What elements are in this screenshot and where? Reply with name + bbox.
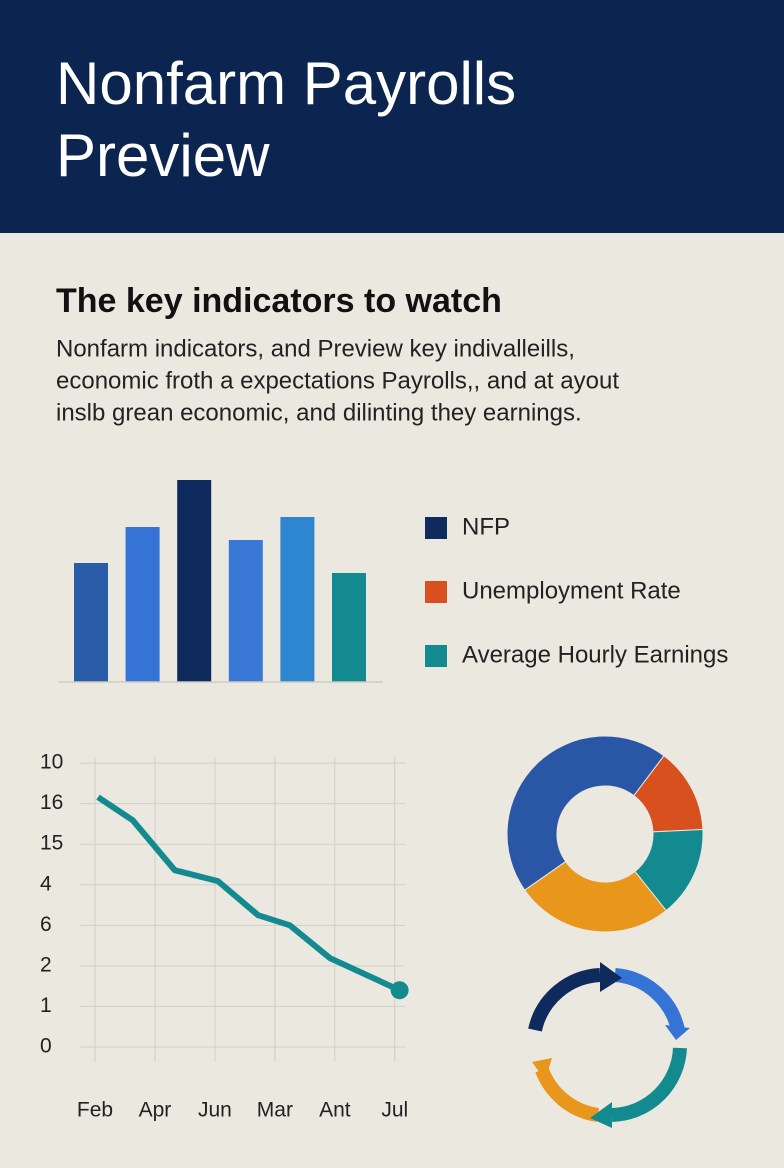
title-line: Preview (56, 122, 270, 189)
x-tick-label: Mar (257, 1099, 293, 1122)
bar (280, 517, 315, 682)
body-text: economic froth a expectations Payrolls,,… (56, 367, 619, 394)
body-text: inslb grean economic, and dilinting they… (56, 399, 582, 426)
end-point (390, 981, 409, 1000)
legend-label: Average Hourly Earnings (462, 641, 728, 668)
bar (332, 573, 366, 682)
bar (228, 540, 263, 682)
x-tick-label: Feb (77, 1099, 113, 1122)
header-band (0, 0, 784, 233)
section-heading: The key indicators to watch (56, 282, 502, 320)
donut-segment (524, 860, 667, 933)
line-series (96, 794, 401, 993)
legend-swatch (425, 517, 447, 539)
x-tick-label: Ant (319, 1099, 351, 1122)
y-tick-label: 1 (40, 994, 52, 1017)
legend-label: Unemployment Rate (462, 577, 681, 604)
cycle-icon (528, 962, 690, 1128)
bar (177, 480, 212, 682)
y-tick-label: 16 (40, 791, 63, 814)
x-tick-label: Jun (198, 1099, 232, 1122)
legend-swatch (425, 581, 447, 603)
bar (125, 527, 160, 682)
y-tick-label: 4 (40, 872, 52, 895)
legend-swatch (425, 645, 447, 667)
legend-label: NFP (462, 513, 510, 540)
y-tick-label: 0 (40, 1035, 52, 1058)
x-tick-label: Jul (381, 1099, 408, 1122)
title-line: Nonfarm Payrolls (56, 50, 516, 117)
donut-segment (506, 735, 665, 891)
x-tick-label: Apr (139, 1099, 172, 1122)
y-tick-label: 2 (40, 953, 52, 976)
body-text: Nonfarm indicators, and Preview key indi… (56, 335, 575, 362)
bar (74, 563, 108, 682)
y-tick-label: 15 (40, 832, 63, 855)
y-tick-label: 6 (40, 913, 52, 936)
y-tick-label: 10 (40, 751, 63, 774)
